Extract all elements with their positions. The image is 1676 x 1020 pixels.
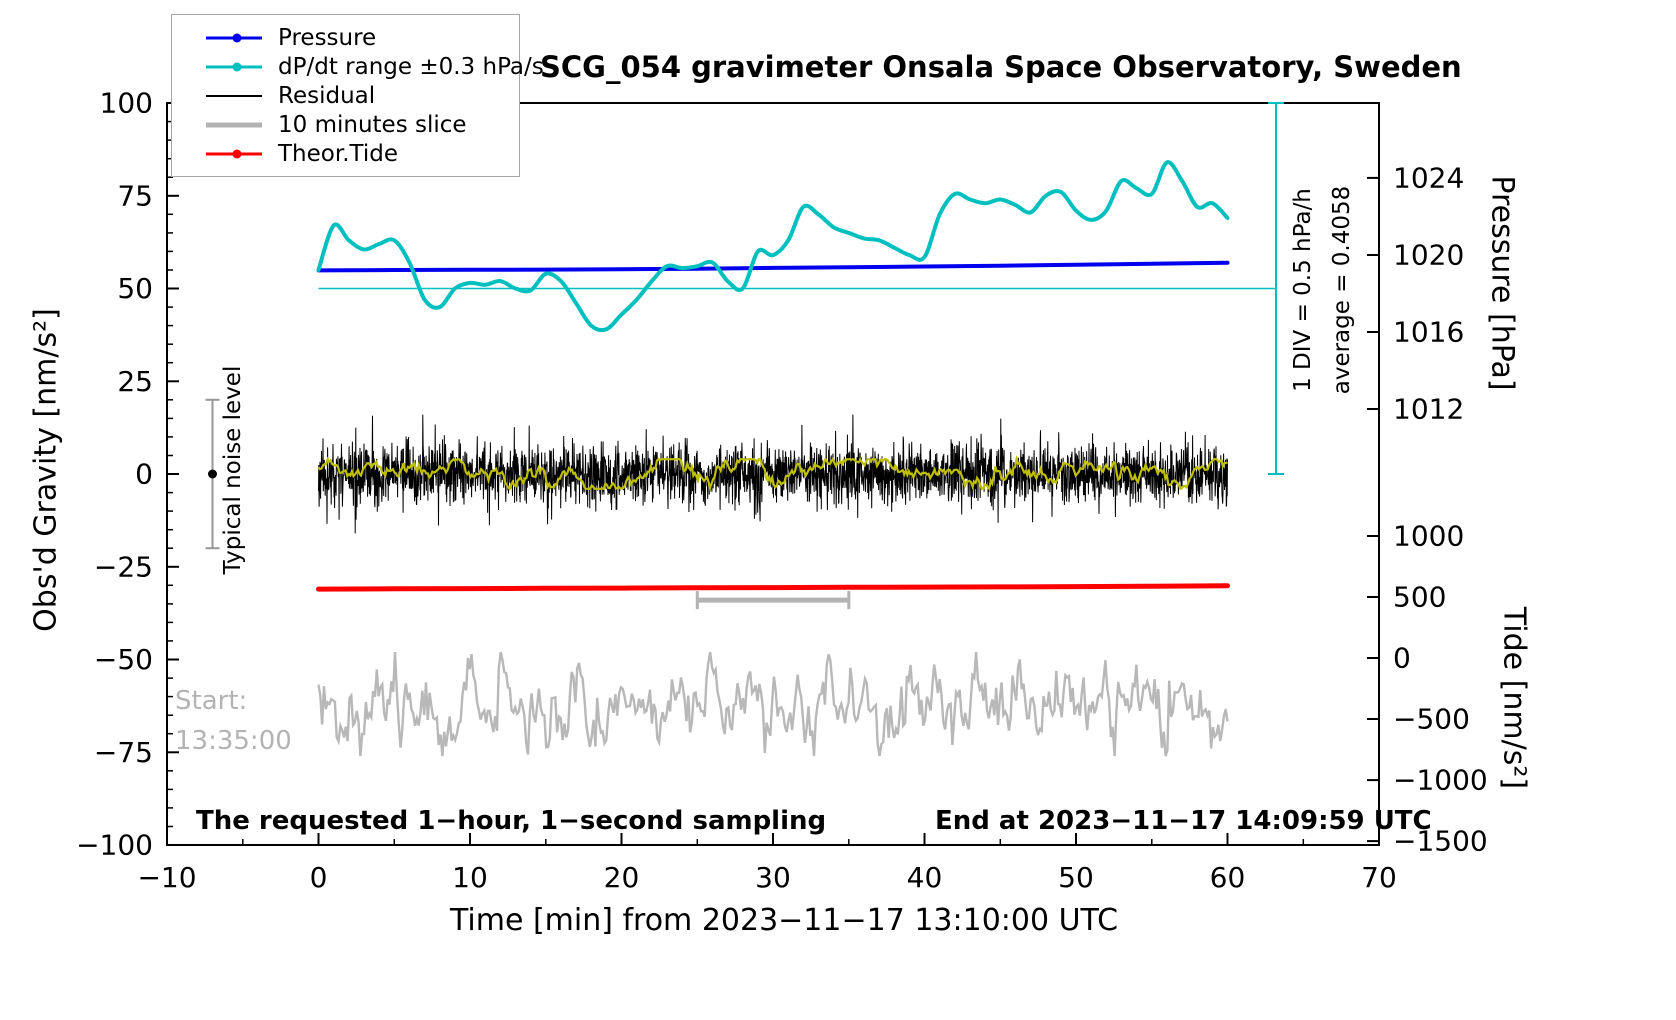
svg-text:50: 50 xyxy=(1058,861,1094,894)
start-time: 13:35:00 xyxy=(175,726,292,756)
legend-label: dP/dt range ±0.3 hPa/s xyxy=(278,53,544,80)
legend-item-pressure: Pressure xyxy=(172,23,519,52)
svg-text:1024: 1024 xyxy=(1393,161,1464,194)
svg-text:−10: −10 xyxy=(137,861,196,894)
svg-text:1000: 1000 xyxy=(1393,520,1464,553)
svg-text:−75: −75 xyxy=(94,736,153,769)
svg-text:30: 30 xyxy=(755,861,791,894)
svg-text:0: 0 xyxy=(1393,642,1411,675)
legend: Pressure dP/dt range ±0.3 hPa/s Residual… xyxy=(171,14,544,177)
svg-text:0: 0 xyxy=(310,861,328,894)
svg-text:60: 60 xyxy=(1210,861,1246,894)
legend-label: Pressure xyxy=(278,24,377,51)
svg-text:25: 25 xyxy=(117,365,153,398)
y-axis-label-left: Obs'd Gravity [nm/s²] xyxy=(28,308,64,632)
svg-text:20: 20 xyxy=(604,861,640,894)
svg-text:100: 100 xyxy=(100,87,153,120)
svg-text:40: 40 xyxy=(907,861,943,894)
residual-line-marker xyxy=(206,90,268,102)
legend-label: 10 minutes slice xyxy=(278,111,467,138)
x-axis-label: Time [min] from 2023−11−17 13:10:00 UTC xyxy=(450,903,1119,938)
div-scale-label: 1 DIV = 0.5 hPa/h xyxy=(1290,188,1316,392)
svg-text:−500: −500 xyxy=(1393,703,1470,736)
svg-text:1012: 1012 xyxy=(1393,393,1464,426)
legend-label: Residual xyxy=(278,82,376,109)
pressure-axis-label: Pressure [hPa] xyxy=(1484,175,1520,391)
tide-line-dot-marker xyxy=(206,148,268,160)
svg-text:1016: 1016 xyxy=(1393,316,1464,349)
svg-text:−25: −25 xyxy=(94,550,153,583)
svg-text:70: 70 xyxy=(1361,861,1397,894)
footer-sampling-note: The requested 1−hour, 1−second sampling xyxy=(196,806,827,836)
noise-level-label: Typical noise level xyxy=(220,365,246,575)
svg-text:500: 500 xyxy=(1393,581,1446,614)
svg-text:0: 0 xyxy=(135,458,153,491)
start-label: Start: xyxy=(175,686,248,716)
dpdt-line-dot-marker xyxy=(206,61,268,73)
svg-text:−1500: −1500 xyxy=(1393,825,1488,858)
svg-text:75: 75 xyxy=(117,179,153,212)
legend-item-slice: 10 minutes slice xyxy=(172,110,519,139)
svg-text:50: 50 xyxy=(117,272,153,305)
svg-text:1020: 1020 xyxy=(1393,239,1464,272)
legend-item-tide: Theor.Tide xyxy=(172,139,519,168)
tide-axis-label: Tide [nm/s²] xyxy=(1496,606,1532,790)
pressure-line-dot-marker xyxy=(206,32,268,44)
svg-text:−1000: −1000 xyxy=(1393,764,1488,797)
legend-label: Theor.Tide xyxy=(278,140,398,167)
legend-item-dpdt: dP/dt range ±0.3 hPa/s xyxy=(172,52,544,81)
legend-item-residual: Residual xyxy=(172,81,519,110)
slice-line-marker xyxy=(206,119,268,131)
average-label: average = 0.4058 xyxy=(1329,185,1355,395)
svg-text:−50: −50 xyxy=(94,643,153,676)
svg-text:−100: −100 xyxy=(76,829,153,862)
svg-text:10: 10 xyxy=(452,861,488,894)
footer-end-time: End at 2023−11−17 14:09:59 UTC xyxy=(935,806,1432,836)
chart-title: SCG_054 gravimeter Onsala Space Observat… xyxy=(540,50,1462,84)
